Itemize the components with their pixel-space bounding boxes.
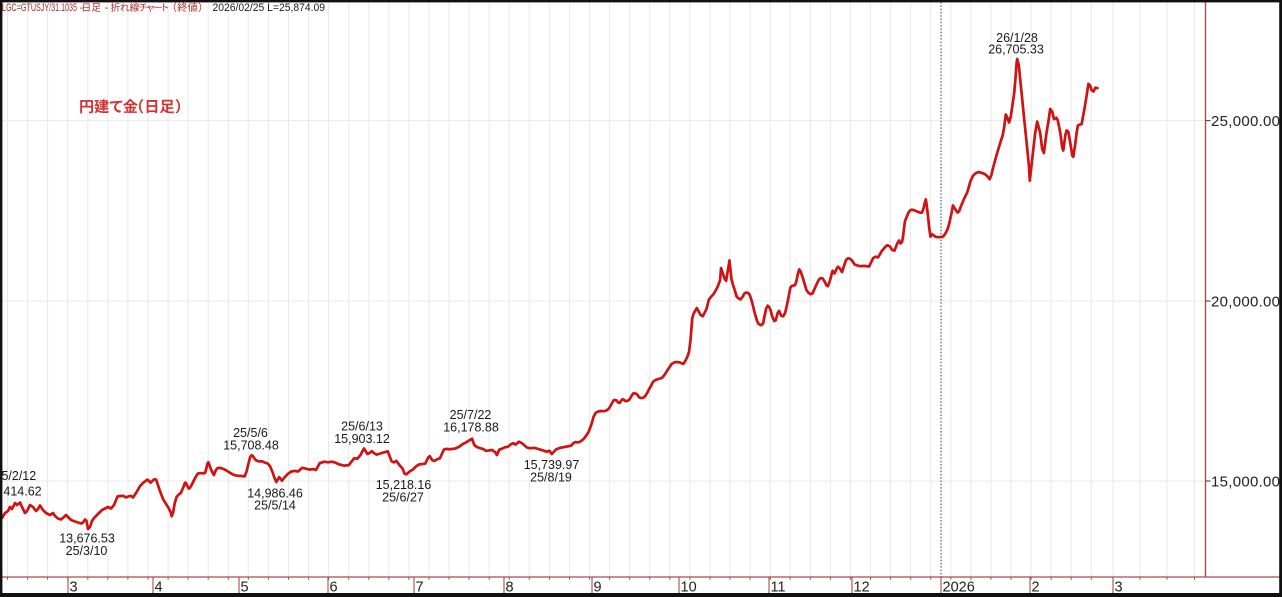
svg-text:14,986.46: 14,986.46: [247, 487, 303, 501]
svg-text:25/6/13: 25/6/13: [341, 420, 383, 434]
svg-text:6: 6: [330, 580, 338, 596]
svg-text:25/5/6: 25/5/6: [233, 426, 268, 440]
svg-text:12: 12: [854, 580, 870, 596]
svg-text:11: 11: [771, 580, 786, 596]
svg-text:LGC=GTUSJY/31.1035: LGC=GTUSJY/31.1035: [2, 2, 77, 14]
svg-text:4: 4: [155, 580, 163, 596]
svg-text:25/8/19: 25/8/19: [530, 471, 572, 485]
svg-text:15,000.00: 15,000.00: [1211, 474, 1280, 491]
svg-text:15,739.97: 15,739.97: [524, 458, 580, 472]
svg-text:3: 3: [70, 580, 78, 596]
svg-text:10: 10: [681, 580, 697, 596]
svg-text:25/3/10: 25/3/10: [66, 544, 108, 558]
svg-text:20,000.00: 20,000.00: [1211, 294, 1280, 311]
svg-text:15,708.48: 15,708.48: [223, 439, 279, 453]
svg-text:25/2/12: 25/2/12: [0, 469, 36, 483]
svg-text:3: 3: [1115, 580, 1123, 596]
svg-text:13,676.53: 13,676.53: [59, 532, 115, 546]
svg-text:25,000.00: 25,000.00: [1211, 113, 1280, 130]
svg-text:16,178.88: 16,178.88: [443, 421, 499, 435]
svg-text:2026: 2026: [943, 580, 975, 596]
svg-text:25/6/27: 25/6/27: [382, 491, 424, 505]
svg-text:25/5/14: 25/5/14: [254, 499, 296, 513]
svg-text:-: -: [80, 2, 84, 14]
svg-text:15,903.12: 15,903.12: [334, 432, 390, 446]
svg-text:5: 5: [241, 580, 249, 596]
svg-text:9: 9: [594, 580, 602, 596]
svg-text:25/7/22: 25/7/22: [450, 408, 492, 422]
svg-text:2026/02/25 L=25,874.09: 2026/02/25 L=25,874.09: [213, 2, 326, 14]
svg-text:26/1/28: 26/1/28: [996, 31, 1038, 45]
svg-text:14,414.62: 14,414.62: [0, 485, 42, 499]
svg-text:26,705.33: 26,705.33: [988, 43, 1044, 57]
svg-text:7: 7: [416, 580, 424, 596]
svg-text:8: 8: [506, 580, 514, 596]
svg-text:-: -: [105, 2, 109, 14]
svg-text:2: 2: [1032, 580, 1040, 596]
svg-text:15,218.16: 15,218.16: [376, 478, 432, 492]
